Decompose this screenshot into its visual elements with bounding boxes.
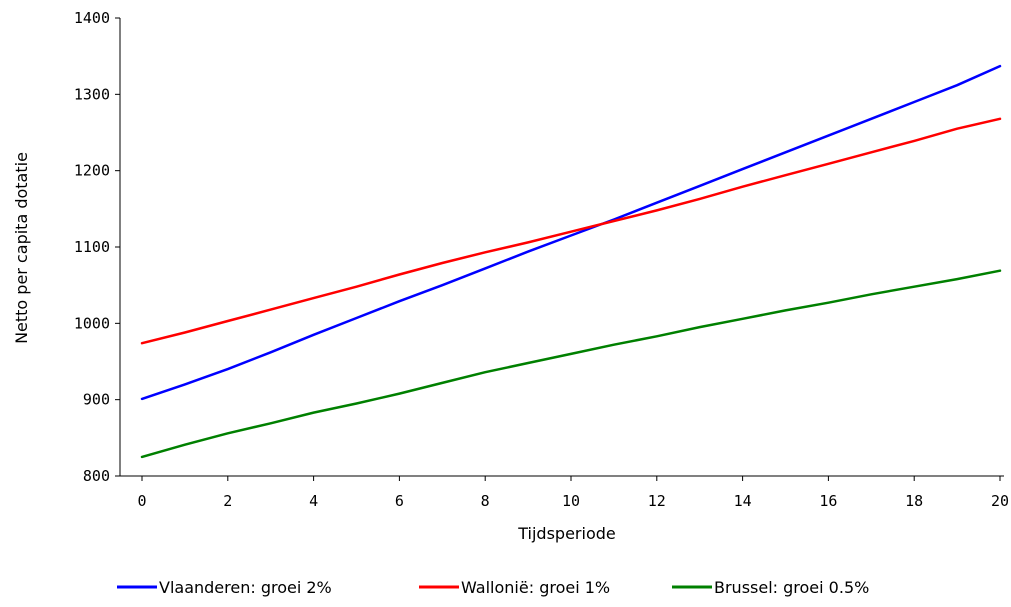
y-axis-title: Netto per capita dotatie — [12, 152, 31, 344]
x-tick-label: 6 — [395, 492, 404, 510]
y-axis: 800 900 1000 1100 1200 1300 1400 — [74, 9, 121, 485]
x-tick-label: 20 — [991, 492, 1009, 510]
y-tick-label: 900 — [83, 391, 110, 409]
y-tick-label: 1300 — [74, 85, 110, 103]
series-line-2 — [140, 117, 1002, 345]
plot-lines — [140, 64, 1002, 459]
x-tick-label: 0 — [137, 492, 146, 510]
series-line-3 — [140, 269, 1002, 459]
x-tick-label: 4 — [309, 492, 318, 510]
y-tick-label: 1100 — [74, 238, 110, 256]
legend-label: Brussel: groei 0.5% — [714, 578, 869, 597]
legend-label: Vlaanderen: groei 2% — [159, 578, 332, 597]
x-tick-label: 2 — [223, 492, 232, 510]
y-tick-label: 1000 — [74, 314, 110, 332]
x-axis-title: Tijdsperiode — [517, 524, 615, 543]
legend-label: Wallonië: groei 1% — [461, 578, 610, 597]
legend: Vlaanderen: groei 2% Wallonië: groei 1% Br… — [117, 578, 869, 597]
x-tick-label: 16 — [819, 492, 837, 510]
series-line-1 — [140, 64, 1002, 401]
x-tick-label: 8 — [481, 492, 490, 510]
y-tick-label: 1400 — [74, 9, 110, 27]
x-tick-label: 12 — [648, 492, 666, 510]
y-tick-label: 1200 — [74, 162, 110, 180]
y-tick-label: 800 — [83, 467, 110, 485]
x-tick-label: 18 — [905, 492, 923, 510]
x-tick-label: 14 — [734, 492, 752, 510]
x-axis: 0 2 4 6 8 10 12 14 16 18 20 — [120, 475, 1009, 510]
x-tick-label: 10 — [562, 492, 580, 510]
